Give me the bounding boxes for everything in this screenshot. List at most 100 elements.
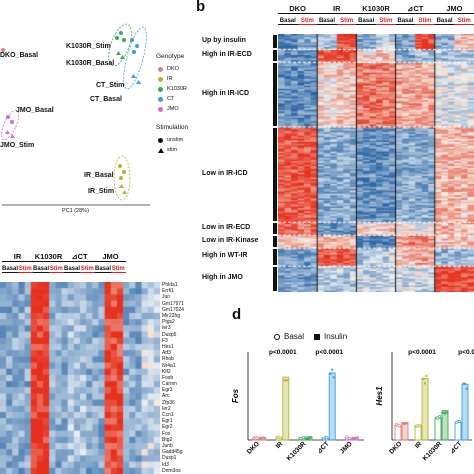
dot-icon — [158, 96, 163, 102]
heatmap-b-condition-4-1: Stim — [454, 18, 474, 25]
gene-label: Phlda1 — [162, 282, 178, 288]
data-point — [308, 437, 310, 440]
data-point — [354, 437, 357, 440]
gene-label: Ptgs2 — [162, 319, 175, 326]
data-point — [284, 379, 287, 382]
legend-item-ir: IR — [156, 74, 200, 84]
pca-plot — [0, 23, 150, 206]
x-tick-label: K1030R — [286, 440, 308, 462]
pca-label-dko-basal: DKO_Basal — [0, 52, 39, 59]
heatmap-b-row-labels: Up by insulin High in IR-ECD High in IR-IC… — [200, 34, 280, 292]
circle-icon — [158, 137, 163, 143]
gene-label: F3 — [162, 337, 168, 344]
data-point — [309, 436, 312, 439]
genotype-legend-title: Genotype — [156, 53, 185, 60]
heatmap-c-group-2: ⊿CT — [64, 252, 95, 262]
dot-icon — [158, 76, 163, 82]
data-point — [442, 411, 445, 414]
data-point — [398, 424, 402, 428]
gene-label: Zfp36 — [162, 399, 175, 406]
bar-basal-2 — [434, 417, 442, 441]
gene-label: Ccn1 — [162, 412, 174, 419]
pca-panel: DKO_Basal K1030R_Stim K1030R_Basal CT_St… — [0, 0, 200, 225]
data-point — [278, 435, 282, 439]
gene-label: Klf2 — [162, 368, 171, 375]
gene-label: Jun — [162, 294, 171, 301]
jmo-cluster — [0, 109, 20, 141]
gene-label: Id3 — [162, 461, 169, 468]
cluster-bar — [273, 223, 277, 235]
y-axis-label: Hes1 — [375, 386, 384, 406]
ct-cluster — [123, 26, 147, 90]
gene-label: Junb — [162, 443, 173, 450]
filled-square-icon — [314, 333, 321, 340]
data-point — [402, 422, 405, 425]
gene-label: Nr4a1 — [162, 362, 176, 369]
gene-label: Dusp5 — [162, 331, 177, 338]
pca-label-jmo-basal: JMO_Basal — [16, 107, 54, 114]
x-tick-label: IR — [275, 440, 285, 450]
x-tick-label: JMO — [339, 440, 354, 455]
data-point — [355, 436, 358, 439]
data-point — [325, 435, 329, 439]
legend-item-unstim: unstim — [156, 135, 200, 145]
data-point — [418, 423, 422, 427]
data-point — [462, 382, 465, 385]
dot-icon — [158, 66, 163, 72]
cluster-bar — [273, 267, 277, 291]
heatmap-b-cluster-label-7: High in JMO — [202, 274, 243, 282]
data-point — [444, 412, 446, 415]
dot-icon — [158, 106, 163, 112]
heatmap-c-condition-0-1: Stim — [17, 266, 33, 273]
x-tick-label: DKO — [246, 440, 261, 455]
data-point — [425, 374, 428, 377]
pca-label-ir-basal: IR_Basal — [84, 172, 114, 179]
heatmap-b-group-2: K1030R — [356, 4, 396, 14]
dot-icon — [158, 86, 163, 92]
gene-label: Hes1 — [162, 343, 174, 350]
data-point — [404, 422, 406, 425]
bar-insulin-3 — [461, 383, 469, 441]
heatmap-c-condition-2-1: Stim — [79, 266, 95, 273]
y-axis-label: Fos — [231, 388, 240, 403]
cluster-bar — [273, 236, 277, 248]
heatmap-b-cluster-label-6: High in WT-IR — [202, 252, 248, 260]
ir-cluster — [113, 155, 131, 201]
heatmap-c-condition-2-0: Basal — [64, 266, 81, 273]
gene-label: Ier2 — [162, 405, 171, 412]
gene-label: Dnm3os — [162, 467, 181, 474]
panel-d-letter: d — [232, 306, 242, 323]
heatmap-b-condition-3-0: Basal — [395, 18, 416, 25]
gene-label: Errfi1 — [162, 288, 174, 295]
heatmap-b-cluster-label-4: Low in IR-ECD — [202, 223, 251, 231]
heatmap-b-group-3: ⊿CT — [395, 4, 435, 14]
pca-label-jmo-stim: JMO_Stim — [0, 142, 35, 149]
pca-label-ct-stim: CT_Stim — [96, 82, 125, 89]
heatmap-b-condition-3-1: Stim — [415, 18, 435, 25]
pca-label-k1030r-stim: K1030R_Stim — [66, 43, 111, 50]
heatmap-b-cluster-label-0: Up by insulin — [202, 36, 246, 44]
data-point — [464, 382, 466, 385]
gene-label: Btg2 — [162, 436, 173, 443]
p-value-annotation: p<0.0001 — [269, 349, 297, 356]
legend-item-jmo: JMO — [156, 104, 200, 114]
heatmap-c-condition-3-1: Stim — [110, 266, 126, 273]
heatmap-b-group-0: DKO — [278, 4, 318, 14]
bar-insulin-1 — [282, 376, 290, 441]
cluster-bar — [273, 50, 277, 62]
data-point — [352, 437, 355, 440]
data-point — [261, 436, 264, 439]
data-point — [306, 437, 309, 440]
bar-legend: Basal Insulin — [274, 332, 347, 341]
gene-label: Egr3 — [162, 387, 173, 394]
cluster-bar — [273, 127, 277, 222]
k1030r-cluster — [108, 23, 132, 67]
gene-label: Egr1 — [162, 418, 173, 425]
data-point — [405, 422, 408, 425]
heatmap-b-cluster-label-1: High in IR-ECD — [202, 50, 252, 58]
data-point — [422, 377, 425, 380]
bar-insulin-0 — [401, 421, 409, 441]
triangle-icon — [158, 147, 164, 153]
